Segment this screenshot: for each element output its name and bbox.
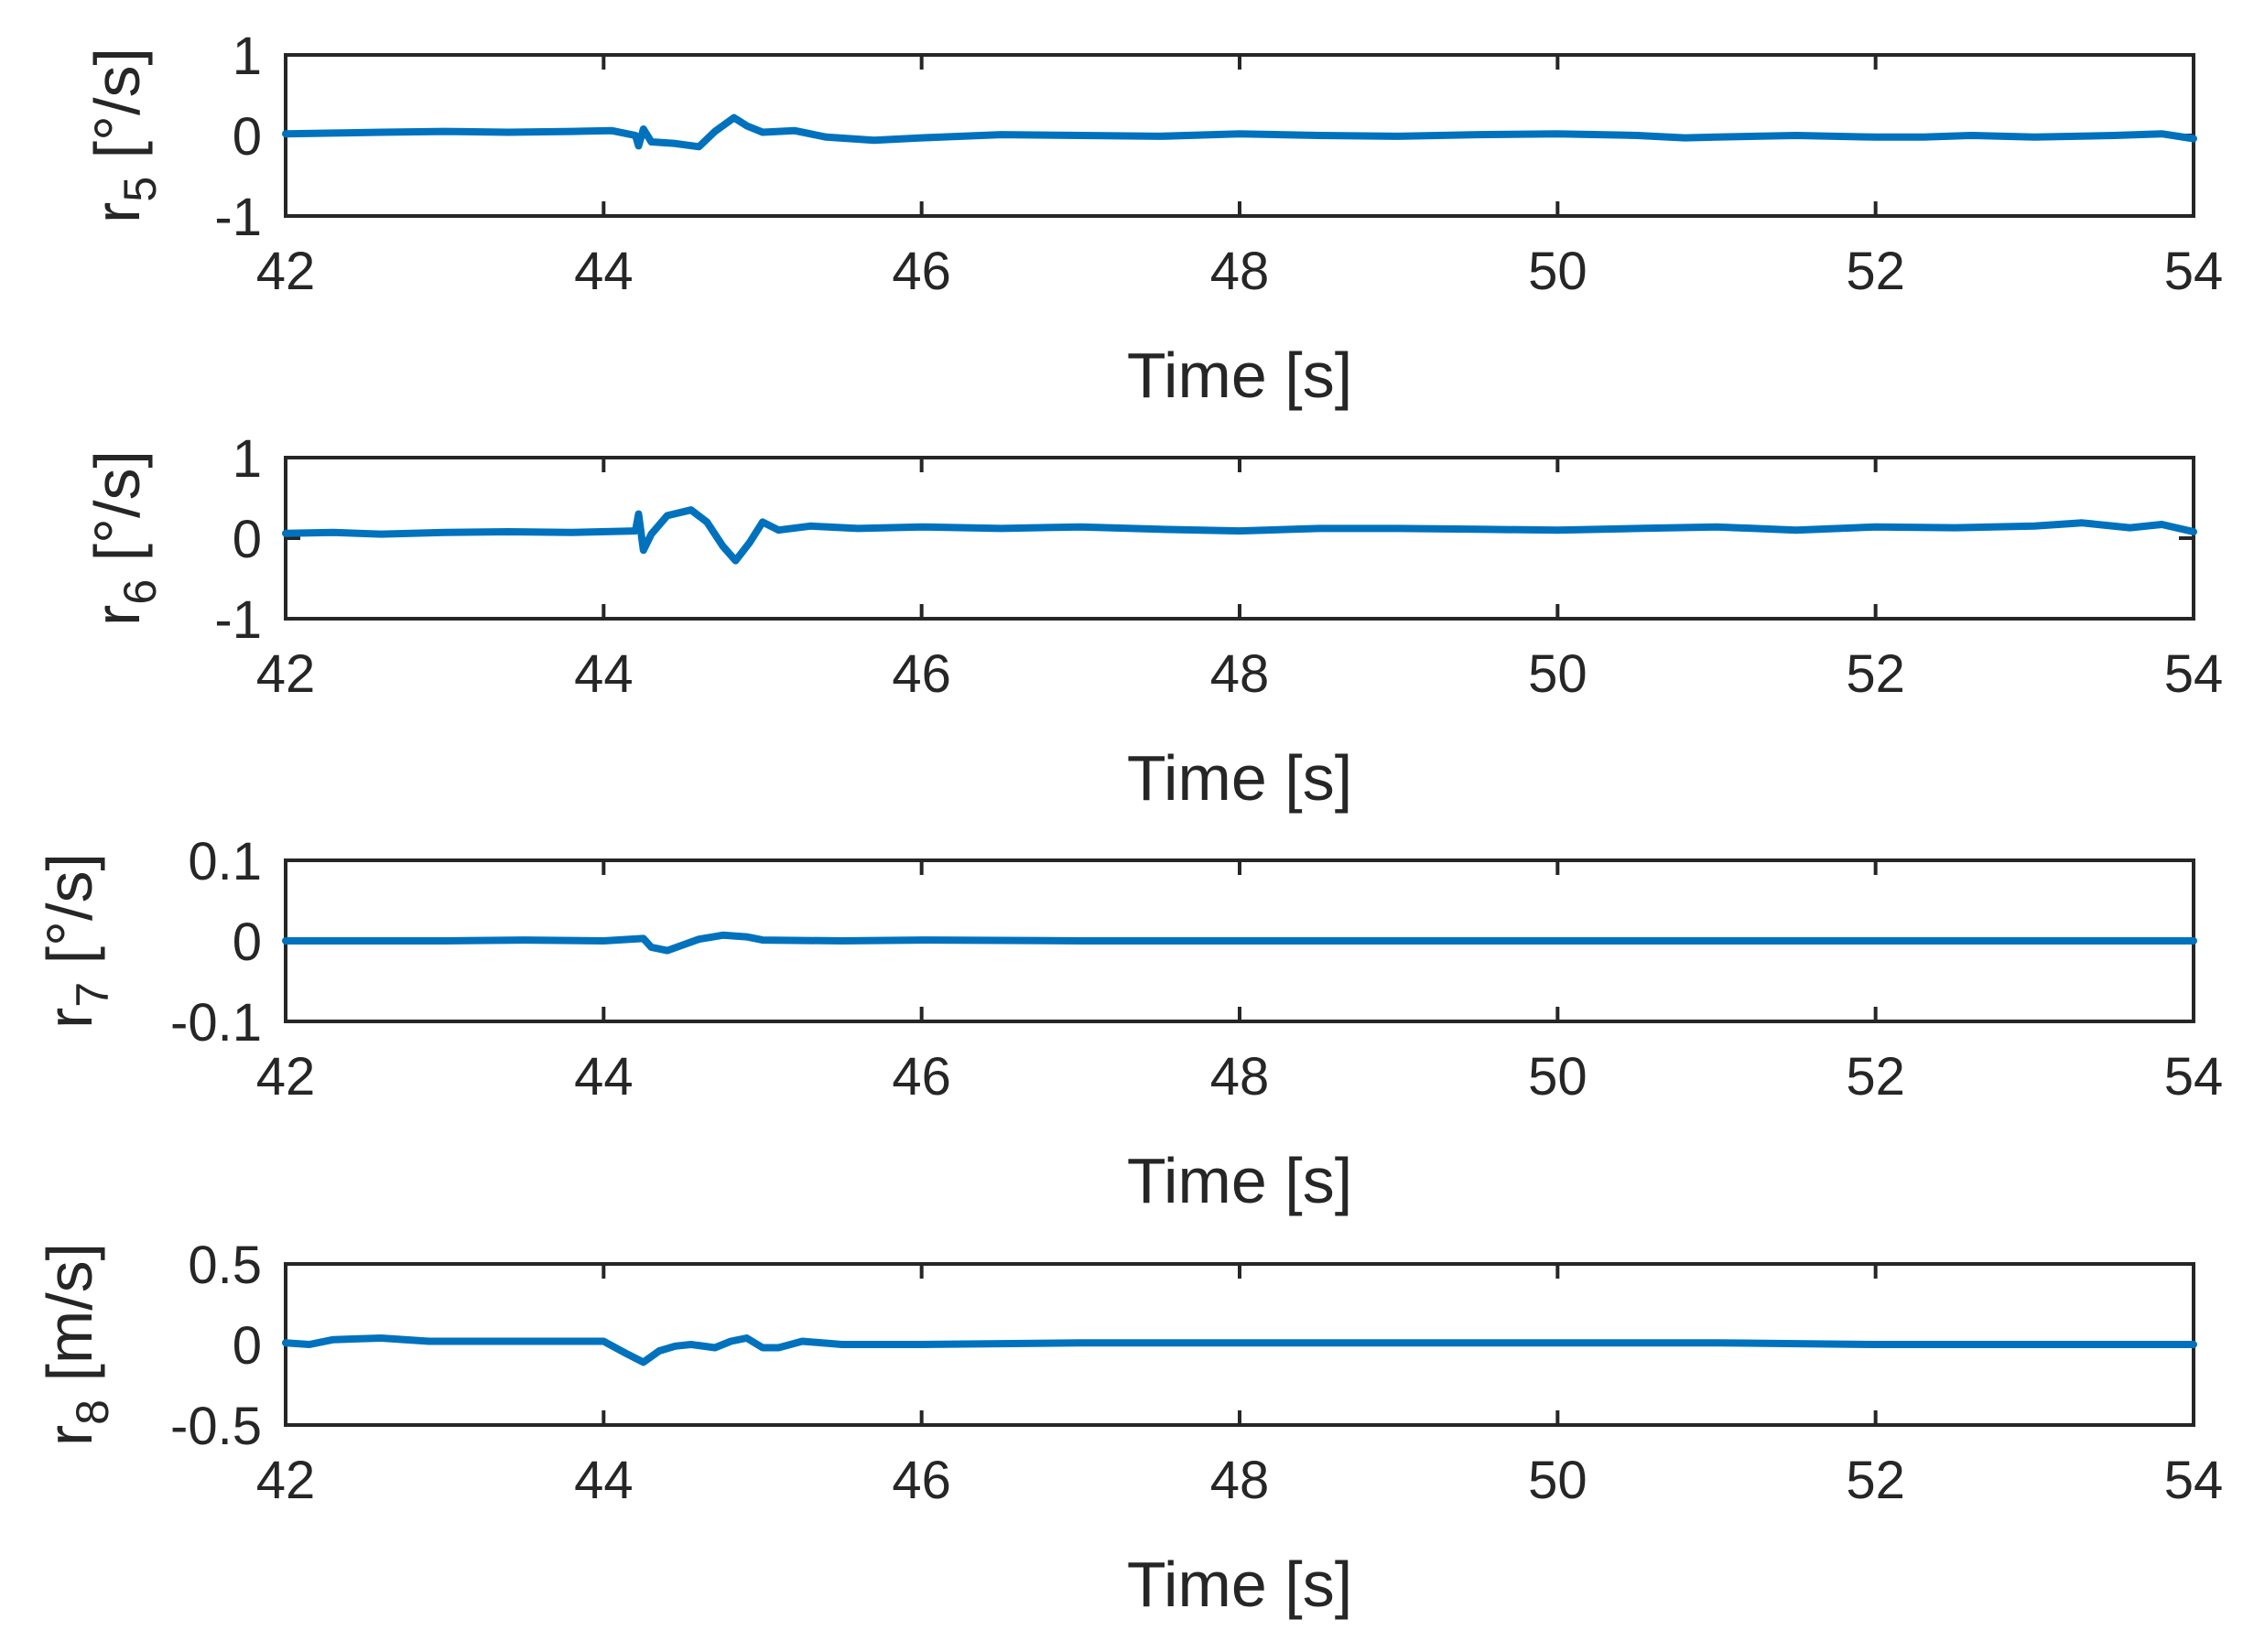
y-axis-label-base: r <box>81 202 153 223</box>
x-tick-label: 52 <box>1846 644 1905 704</box>
x-tick-label: 52 <box>1846 1451 1905 1510</box>
x-tick-label: 50 <box>1528 242 1587 301</box>
x-tick-label: 46 <box>892 242 951 301</box>
x-tick-label: 46 <box>892 1047 951 1107</box>
y-axis-label-subscript: 7 <box>67 982 118 1008</box>
x-tick-label: 42 <box>256 1047 316 1107</box>
y-tick-label: 0 <box>233 1316 262 1376</box>
x-axis-label: Time [s] <box>1127 1549 1352 1620</box>
y-tick-label: 0 <box>233 510 262 569</box>
x-tick-label: 48 <box>1210 1451 1270 1510</box>
x-tick-label: 44 <box>574 644 634 704</box>
y-tick-label: 0.5 <box>188 1236 262 1295</box>
y-axis-label-unit: [m/s] <box>34 1243 105 1399</box>
x-tick-label: 42 <box>256 1451 316 1510</box>
x-axis-label: Time [s] <box>1127 742 1352 814</box>
y-axis-label-unit: [°/s] <box>81 450 153 579</box>
subplot-2: 42 44 46 48 50 52 54 -1 0 1 Time [s] r6 [°/s] <box>81 429 2223 814</box>
y-axis-label-subscript: 5 <box>114 177 166 202</box>
x-tick-label: 44 <box>574 1047 634 1107</box>
y-tick-label: -1 <box>214 590 262 650</box>
y-axis-label: r5 [°/s] <box>81 48 166 223</box>
y-tick-label: 0.1 <box>188 832 262 891</box>
y-axis-label-subscript: 6 <box>114 579 166 605</box>
y-tick-label: 0 <box>233 912 262 972</box>
series-line-4 <box>282 1334 2197 1366</box>
x-tick-label: 48 <box>1210 644 1270 704</box>
x-tick-label: 42 <box>256 644 316 704</box>
y-tick-label: -0.5 <box>170 1397 262 1456</box>
x-tick-label: 42 <box>256 242 316 301</box>
x-tick-label: 54 <box>2164 1047 2224 1107</box>
series-line-1 <box>282 113 2197 151</box>
subplot-1: 42 44 46 48 50 52 54 -1 0 1 Time [s] r5 [°/s] <box>81 27 2223 411</box>
y-tick-label: 1 <box>233 429 262 489</box>
series-line-3 <box>282 931 2197 955</box>
y-tick-label: -1 <box>214 188 262 247</box>
y-axis-label-base: r <box>34 1425 105 1446</box>
x-axis-label: Time [s] <box>1127 340 1352 411</box>
x-tick-label: 48 <box>1210 242 1270 301</box>
y-axis-label-base: r <box>34 1008 105 1029</box>
y-tick-label: 0 <box>233 107 262 167</box>
y-axis-label: r7 [°/s] <box>34 853 118 1029</box>
x-tick-label: 50 <box>1528 644 1587 704</box>
y-axis-label-unit: [°/s] <box>81 48 153 177</box>
subplot-3: 42 44 46 48 50 52 54 -0.1 0 0.1 Time [s] r7 [°/s] <box>34 832 2223 1216</box>
x-tick-label: 46 <box>892 1451 951 1510</box>
y-tick-label: -0.1 <box>170 993 262 1053</box>
x-tick-label: 54 <box>2164 644 2224 704</box>
x-tick-label: 46 <box>892 644 951 704</box>
x-tick-label: 52 <box>1846 1047 1905 1107</box>
series-line-2 <box>282 506 2197 565</box>
y-axis-label-base: r <box>81 605 153 626</box>
axes-box <box>284 456 2195 621</box>
x-tick-label: 48 <box>1210 1047 1270 1107</box>
y-axis-label: r8 [m/s] <box>34 1243 118 1446</box>
x-tick-label: 50 <box>1528 1451 1587 1510</box>
y-axis-label: r6 [°/s] <box>81 450 166 626</box>
y-tick-label: 1 <box>233 27 262 86</box>
x-tick-label: 44 <box>574 242 634 301</box>
x-tick-label: 44 <box>574 1451 634 1510</box>
y-axis-label-unit: [°/s] <box>34 853 105 982</box>
y-axis-label-subscript: 8 <box>67 1399 118 1425</box>
subplot-4: 42 44 46 48 50 52 54 -0.5 0 0.5 Time [s] r8 [m/s] <box>34 1236 2223 1620</box>
x-tick-label: 50 <box>1528 1047 1587 1107</box>
x-axis-label: Time [s] <box>1127 1145 1352 1216</box>
x-tick-label: 54 <box>2164 1451 2224 1510</box>
x-tick-label: 52 <box>1846 242 1905 301</box>
x-tick-label: 54 <box>2164 242 2224 301</box>
